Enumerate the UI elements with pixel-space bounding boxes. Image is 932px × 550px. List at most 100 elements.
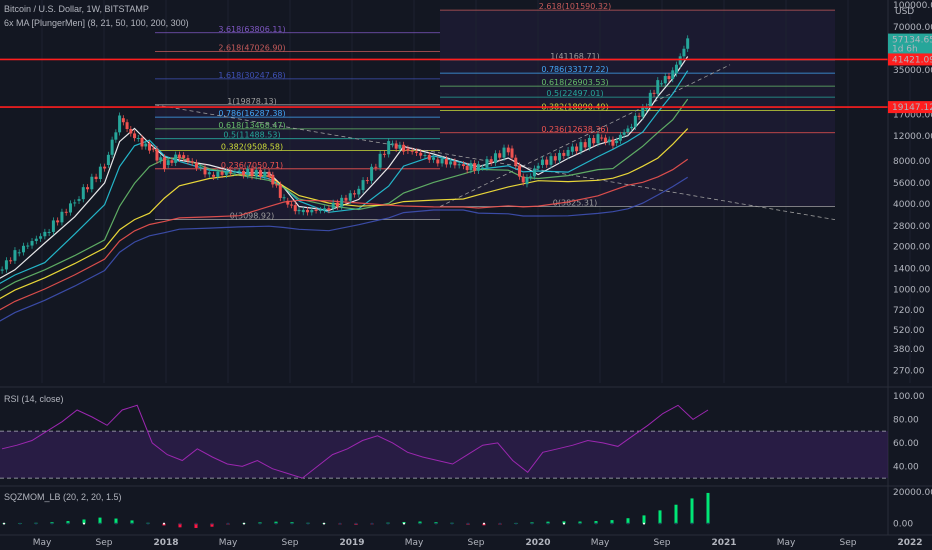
candle-body [13, 250, 17, 261]
candle-body [461, 164, 465, 167]
candle-body [682, 48, 686, 57]
squeeze-dot [403, 522, 405, 525]
candle-body [60, 211, 64, 223]
candle-body [98, 166, 102, 180]
momentum-bar [594, 521, 598, 524]
candle-body [90, 176, 94, 190]
candle-body [656, 80, 660, 94]
momentum-bar [706, 492, 710, 524]
candle-body [402, 144, 406, 152]
candle-body [4, 260, 8, 270]
momentum-bar [194, 523, 198, 528]
fib-level-label: 0.382(9508.58) [221, 142, 283, 151]
candle-body [220, 171, 224, 175]
price-label-text: 57134.65 [892, 36, 932, 46]
candle-body [667, 76, 671, 80]
squeeze-dot [147, 522, 149, 525]
fib-level-label: 1.618(30247.68) [218, 71, 285, 80]
candle-body [9, 260, 13, 262]
candle-body [382, 153, 386, 155]
x-tick-label: 2020 [525, 538, 550, 548]
candle-body [241, 171, 245, 176]
squeeze-dot [659, 522, 661, 525]
squeeze-dot [451, 522, 453, 525]
candle-body [615, 140, 619, 144]
candle-body [318, 209, 322, 211]
candle-body [199, 167, 203, 169]
candle-body [47, 231, 51, 233]
candle-body [370, 166, 374, 181]
candle-body [246, 168, 250, 176]
squeeze-dot [67, 522, 69, 525]
squeeze-dot [355, 522, 357, 525]
squeeze-dot [387, 522, 389, 525]
moving-average-line [0, 176, 689, 322]
price-label-text: 1d 6h [892, 44, 918, 54]
candle-body [159, 157, 163, 161]
candle-body [224, 171, 228, 175]
candle-body [73, 202, 77, 204]
candle-body [353, 193, 357, 195]
sqz-tick-label: 20000.00 [893, 488, 932, 498]
candle-body [423, 155, 427, 157]
candle-body [473, 163, 477, 171]
candle-body [553, 156, 557, 161]
candle-body [177, 154, 181, 159]
candle-body [301, 209, 305, 213]
candle-body [121, 118, 125, 123]
x-tick-label: 2021 [711, 538, 736, 548]
fib-level-label: 0(3825.31) [553, 199, 597, 208]
momentum-bar [674, 504, 678, 524]
candle-body [600, 137, 604, 139]
fib-level-label: 0.5(22497.01) [546, 89, 603, 98]
candle-body [660, 83, 664, 85]
squeeze-dot [179, 522, 181, 525]
x-tick-label: 2018 [153, 538, 178, 548]
candle-body [570, 146, 574, 152]
y-tick-label: 17000.00 [893, 110, 932, 120]
candle-body [457, 164, 461, 166]
squeeze-dot [259, 522, 261, 525]
squeeze-dot [579, 522, 581, 525]
candle-body [394, 143, 398, 149]
squeeze-dot [371, 522, 373, 525]
moving-average-line [0, 98, 689, 292]
candle-body [427, 155, 431, 160]
fib-level-label: 0.236(7050.71) [221, 161, 283, 170]
candle-body [340, 197, 344, 207]
candle-body [129, 128, 133, 134]
y-tick-label: 1400.00 [893, 265, 930, 275]
rsi-band-fill [0, 431, 888, 479]
candle-body [68, 203, 72, 213]
candle-body [525, 177, 529, 185]
candle-body [476, 164, 480, 171]
candle-body [469, 163, 473, 171]
x-tick-label: May [219, 538, 238, 548]
candle-body [444, 158, 448, 165]
y-tick-label: 4000.00 [893, 200, 930, 210]
squeeze-dot [595, 522, 597, 525]
candle-body [378, 153, 382, 168]
candle-body [532, 168, 536, 177]
candle-body [357, 188, 361, 195]
candle-body [170, 160, 174, 163]
candle-body [671, 70, 675, 80]
candle-body [592, 137, 596, 144]
candle-body [43, 231, 47, 237]
candle-body [583, 142, 587, 148]
candle-body [481, 167, 485, 169]
candle-body [275, 184, 279, 186]
candle-body [558, 152, 562, 161]
candle-body [626, 128, 630, 133]
candle-body [229, 171, 233, 173]
squeeze-dot [211, 522, 213, 525]
candle-body [203, 167, 207, 175]
momentum-bar [418, 521, 422, 524]
candle-body [267, 171, 271, 177]
momentum-bar [642, 515, 646, 524]
candle-body [419, 152, 423, 156]
momentum-bar [690, 498, 694, 524]
y-tick-label: 8000.00 [893, 157, 930, 167]
squeeze-dot [99, 522, 101, 525]
